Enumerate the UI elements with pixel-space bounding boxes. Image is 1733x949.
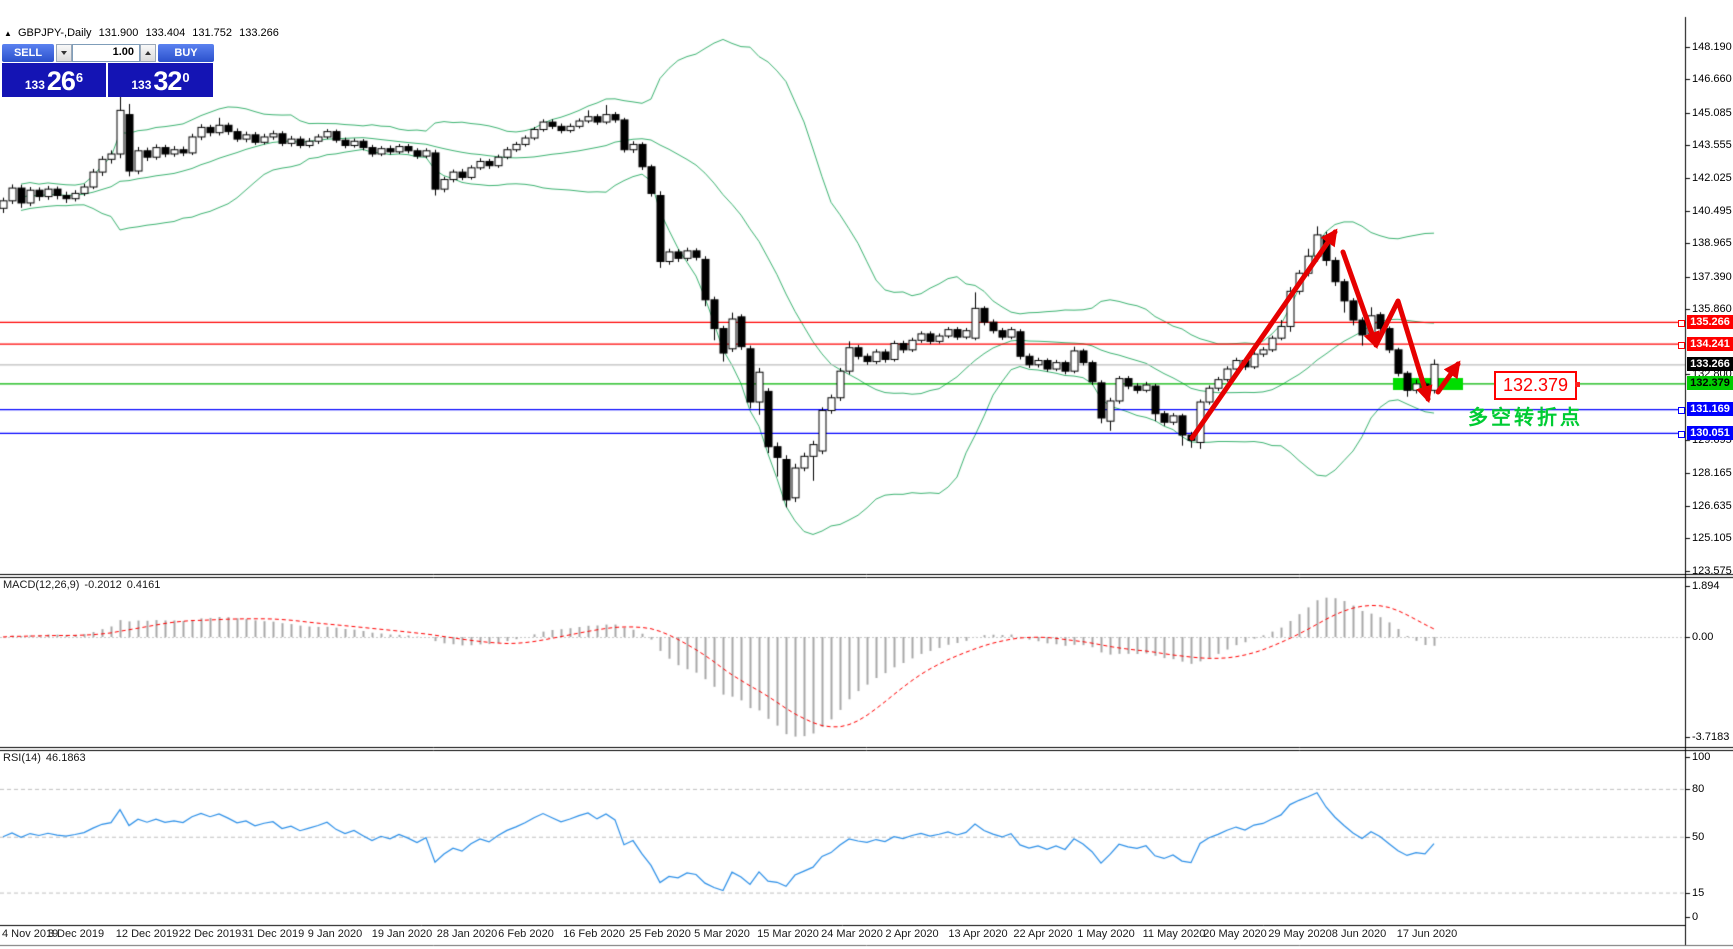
price-tick: 138.965: [1692, 237, 1732, 250]
rsi-tick: 15: [1692, 886, 1705, 899]
price-tick: 126.635: [1692, 499, 1732, 512]
date-tick: 22 Dec 2019: [178, 928, 242, 940]
date-tick: 28 Jan 2020: [436, 928, 498, 940]
buy-button[interactable]: BUY: [158, 44, 214, 62]
price-line-badge: 131.169: [1687, 402, 1733, 417]
price-line-badge: 133.266: [1687, 357, 1733, 372]
price-line-badge: 134.241: [1687, 336, 1733, 351]
sell-price-sup: 6: [75, 70, 84, 85]
rsi-name: RSI(14): [3, 752, 41, 764]
rsi-tick: 100: [1692, 751, 1711, 763]
date-tick: 24 Mar 2020: [821, 928, 883, 940]
price-tick: 125.105: [1692, 532, 1732, 545]
price-line-badge: 132.379: [1687, 376, 1733, 391]
date-tick: 5 Mar 2020: [694, 928, 750, 940]
macd-value: -0.2012: [84, 579, 122, 591]
date-tick: 2 Apr 2020: [885, 928, 939, 940]
date-tick: 11 May 2020: [1142, 928, 1206, 940]
date-tick: 9 Jan 2020: [307, 928, 363, 940]
date-tick: 13 Apr 2020: [948, 928, 1008, 940]
date-tick: 12 Dec 2019: [115, 928, 179, 940]
ohlc-close: 133.266: [239, 27, 279, 39]
date-tick: 16 Feb 2020: [563, 928, 625, 940]
price-tick: 135.860: [1692, 303, 1732, 316]
price-tick: 140.495: [1692, 204, 1732, 217]
macd-label: MACD(12,26,9) -0.2012 0.4161: [3, 579, 165, 591]
buy-price-prefix: 133: [131, 78, 152, 92]
symbol-title: GBPJPY-,Daily: [17, 27, 92, 39]
sell-price-display[interactable]: 133 26 6: [2, 63, 106, 97]
one-click-trading-panel: SELL 1.00 BUY 133 26 6 133 32 0: [2, 44, 214, 97]
buy-price-sup: 0: [182, 70, 190, 85]
price-callout[interactable]: 132.379: [1494, 371, 1577, 400]
date-tick: 25 Feb 2020: [629, 928, 691, 940]
price-line-badge: 130.051: [1687, 425, 1733, 440]
rsi-tick: 50: [1692, 830, 1705, 843]
symbol-info: ▲ GBPJPY-,Daily 131.900 133.404 131.752 …: [4, 27, 283, 39]
price-tick: 143.555: [1692, 139, 1732, 152]
date-tick: 8 Jun 2020: [1331, 928, 1387, 940]
ohlc-low: 131.752: [192, 27, 233, 39]
sell-price-prefix: 133: [24, 78, 45, 92]
macd-name: MACD(12,26,9): [3, 579, 80, 591]
price-line-badge: 135.266: [1687, 314, 1733, 329]
date-tick: 4 Nov 2019: [2, 928, 59, 940]
volume-decrease-button[interactable]: [56, 44, 72, 62]
date-tick: 6 Feb 2020: [498, 928, 554, 940]
buy-price-display[interactable]: 133 32 0: [108, 63, 213, 97]
sell-button[interactable]: SELL: [2, 44, 54, 62]
macd-tick: 1.894: [1692, 580, 1720, 593]
annotation-note[interactable]: 多空转折点: [1468, 407, 1583, 429]
buy-price-big: 32: [153, 66, 182, 96]
price-callout-handle[interactable]: [1575, 381, 1580, 387]
date-tick: 22 Apr 2020: [1013, 928, 1073, 940]
line-handle: [1678, 407, 1685, 415]
line-handle: [1678, 430, 1685, 438]
date-tick: 20 May 2020: [1203, 928, 1267, 940]
price-tick: 148.190: [1692, 40, 1732, 53]
ohlc-high: 133.404: [145, 27, 186, 39]
rsi-tick: 0: [1692, 910, 1699, 923]
date-tick: 19 Jan 2020: [371, 928, 433, 940]
date-tick: 17 Jun 2020: [1396, 928, 1458, 940]
date-tick: 1 May 2020: [1077, 928, 1135, 940]
date-tick: 31 Dec 2019: [241, 928, 305, 940]
rsi-label: RSI(14) 46.1863: [3, 752, 91, 764]
macd-signal-value: 0.4161: [126, 579, 161, 591]
date-tick: 3 Dec 2019: [47, 928, 105, 940]
price-tick: 123.575: [1692, 564, 1732, 577]
date-tick: 15 Mar 2020: [757, 928, 819, 940]
ohlc-open: 131.900: [98, 27, 139, 39]
sell-price-big: 26: [46, 66, 76, 96]
volume-input[interactable]: 1.00: [72, 44, 140, 62]
line-handle: [1678, 319, 1685, 327]
macd-tick: 0.00: [1692, 631, 1714, 643]
price-tick: 145.085: [1692, 106, 1732, 119]
price-tick: 137.390: [1692, 270, 1732, 283]
rsi-tick: 80: [1692, 782, 1705, 795]
rsi-value: 46.1863: [45, 752, 86, 764]
collapse-marker-icon[interactable]: ▲: [4, 29, 12, 38]
price-tick: 146.660: [1692, 73, 1732, 86]
price-tick: 128.165: [1692, 467, 1732, 480]
line-handle: [1678, 341, 1685, 349]
macd-tick: -3.7183: [1692, 731, 1730, 744]
price-tick: 142.025: [1692, 171, 1732, 184]
volume-increase-button[interactable]: [140, 44, 156, 62]
date-tick: 29 May 2020: [1268, 928, 1332, 940]
